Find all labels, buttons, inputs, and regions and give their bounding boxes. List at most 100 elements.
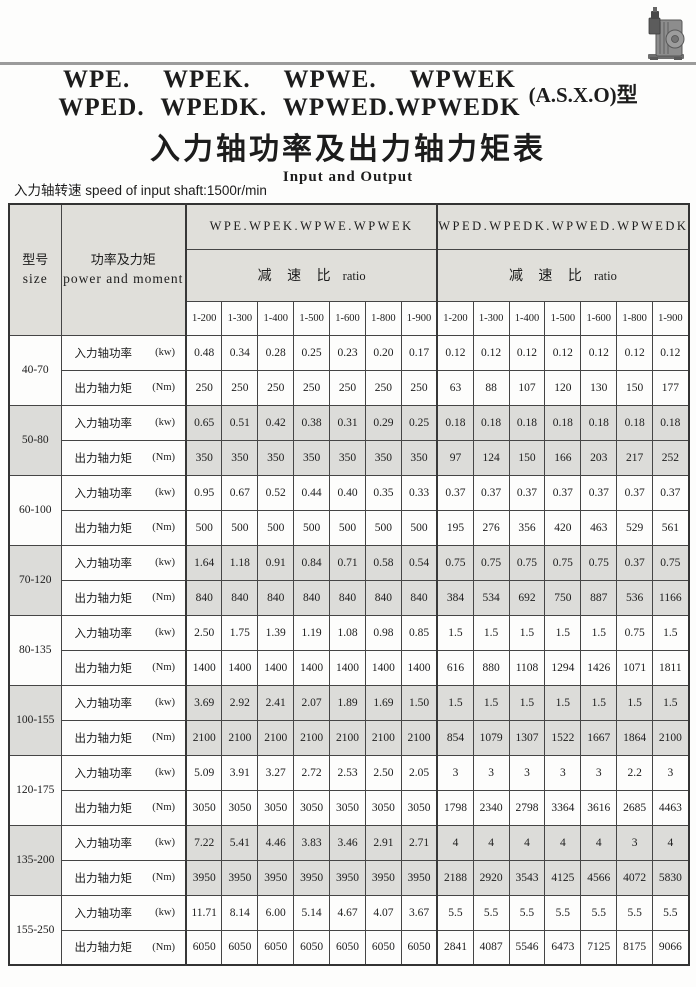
torque-value-cell: 4125 — [544, 859, 582, 896]
torque-value-cell: 195 — [436, 509, 474, 546]
torque-value-cell: 1079 — [472, 719, 510, 756]
ratio-value-header: 1-500 — [293, 300, 331, 336]
torque-label: 出力轴力矩 — [74, 732, 133, 745]
torque-value-cell: 500 — [221, 509, 259, 546]
power-value-cell: 0.91 — [257, 544, 295, 581]
torque-value-cell: 2920 — [472, 859, 510, 896]
power-value-cell: 2.2 — [616, 754, 654, 791]
power-value-cell: 0.52 — [257, 474, 295, 511]
ratio-value-header: 1-800 — [616, 300, 654, 336]
torque-label-cell: 出力轴力矩 (Nm) — [60, 509, 187, 546]
torque-value-cell: 561 — [652, 509, 690, 546]
torque-value-cell: 4463 — [652, 789, 690, 826]
power-value-cell: 4 — [544, 824, 582, 861]
moment-header-cn: 功率及力矩 — [90, 251, 156, 267]
power-value-cell: 0.54 — [400, 544, 438, 581]
power-value-cell: 0.37 — [580, 474, 618, 511]
power-label: 入力轴功率 — [74, 627, 133, 640]
torque-value-cell: 3616 — [580, 789, 618, 826]
power-row: 70-120 入力轴功率 (kw) 1.64 1.18 0.91 0.84 0.71 0.58 0… — [8, 544, 690, 616]
torque-value-cell: 750 — [544, 579, 582, 616]
model-type-suffix: (A.S.X.O)型 — [528, 83, 638, 107]
model-series-line1: WPE. WPEK. WPWE. WPWEK — [63, 66, 516, 93]
power-value-cell: 4 — [436, 824, 474, 861]
torque-row: 出力轴力矩 (Nm) 3050 3050 3050 3050 3050 3050 3050 179… — [9, 789, 690, 826]
torque-value-cell: 150 — [616, 369, 654, 406]
torque-value-cell: 124 — [472, 439, 510, 476]
power-value-cell: 1.69 — [364, 684, 402, 721]
torque-value-cell: 2100 — [400, 719, 438, 756]
power-value-cell: 0.12 — [652, 334, 690, 371]
power-value-cell: 0.37 — [472, 474, 510, 511]
torque-value-cell: 5830 — [652, 859, 690, 896]
torque-label-cell: 出力轴力矩 (Nm) — [60, 579, 187, 616]
ratio-label-cn: 减 速 比 — [257, 269, 337, 284]
torque-value-cell: 6050 — [364, 929, 402, 966]
torque-value-cell: 2100 — [221, 719, 259, 756]
size-cell: 120-175 — [8, 754, 62, 826]
ratio-value-header: 1-200 — [185, 300, 223, 336]
power-value-cell: 1.5 — [472, 614, 510, 651]
power-value-cell: 0.23 — [329, 334, 366, 371]
power-value-cell: 0.58 — [364, 544, 402, 581]
torque-value-cell: 350 — [329, 439, 366, 476]
size-header-en: size — [22, 271, 48, 287]
torque-value-cell: 6050 — [329, 929, 366, 966]
torque-value-cell: 2685 — [616, 789, 654, 826]
size-cell: 50-80 — [8, 404, 62, 476]
power-value-cell: 1.18 — [221, 544, 259, 581]
torque-value-cell: 840 — [329, 579, 366, 616]
power-value-cell: 5.5 — [652, 894, 690, 931]
power-value-cell: 2.50 — [185, 614, 223, 651]
power-value-cell: 8.14 — [221, 894, 259, 931]
torque-label: 出力轴力矩 — [74, 942, 133, 955]
torque-value-cell: 1798 — [436, 789, 474, 826]
torque-value-cell: 350 — [364, 439, 402, 476]
torque-value-cell: 1307 — [508, 719, 546, 756]
torque-value-cell: 120 — [544, 369, 582, 406]
torque-value-cell: 2100 — [185, 719, 223, 756]
torque-value-cell: 1400 — [293, 649, 331, 686]
torque-value-cell: 1400 — [185, 649, 223, 686]
torque-value-cell: 887 — [580, 579, 618, 616]
power-value-cell: 0.28 — [257, 334, 295, 371]
torque-label-cell: 出力轴力矩 (Nm) — [60, 439, 187, 476]
torque-value-cell: 5546 — [508, 929, 546, 966]
power-value-cell: 1.5 — [508, 684, 546, 721]
power-value-cell: 4 — [580, 824, 618, 861]
torque-value-cell: 6050 — [257, 929, 295, 966]
power-value-cell: 2.05 — [400, 754, 438, 791]
power-value-cell: 5.5 — [472, 894, 510, 931]
power-value-cell: 5.5 — [436, 894, 474, 931]
torque-label: 出力轴力矩 — [74, 592, 133, 605]
torque-value-cell: 384 — [436, 579, 474, 616]
power-value-cell: 0.18 — [508, 404, 546, 441]
ratio-label-cn: 减 速 比 — [508, 269, 588, 284]
torque-value-cell: 9066 — [652, 929, 690, 966]
power-value-cell: 3 — [508, 754, 546, 791]
torque-value-cell: 250 — [221, 369, 259, 406]
ratio-value-header: 1-800 — [364, 300, 402, 336]
power-value-cell: 1.5 — [436, 684, 474, 721]
power-unit: (kw) — [155, 837, 175, 848]
size-header-cn: 型号 — [22, 251, 49, 267]
power-value-cell: 0.18 — [544, 404, 582, 441]
power-torque-table: 型号 size 功率及力矩 power and moment WPE.WPEK.… — [8, 203, 690, 966]
power-value-cell: 5.5 — [508, 894, 546, 931]
power-value-cell: 0.18 — [616, 404, 654, 441]
torque-value-cell: 252 — [652, 439, 690, 476]
torque-value-cell: 840 — [400, 579, 438, 616]
power-row: 40-70 入力轴功率 (kw) 0.48 0.34 0.28 0.25 0.23 0.20 0.… — [8, 334, 690, 406]
power-value-cell: 0.95 — [185, 474, 223, 511]
torque-value-cell: 6050 — [293, 929, 331, 966]
power-label-cell: 入力轴功率 (kw) — [60, 614, 187, 651]
power-value-cell: 2.91 — [364, 824, 402, 861]
torque-value-cell: 3950 — [221, 859, 259, 896]
torque-value-cell: 1294 — [544, 649, 582, 686]
page-title-chinese: 入力轴功率及出力轴力矩表 — [150, 133, 546, 166]
power-value-cell: 0.12 — [472, 334, 510, 371]
power-value-cell: 3 — [580, 754, 618, 791]
torque-value-cell: 250 — [257, 369, 295, 406]
power-value-cell: 1.5 — [472, 684, 510, 721]
power-value-cell: 1.5 — [580, 614, 618, 651]
